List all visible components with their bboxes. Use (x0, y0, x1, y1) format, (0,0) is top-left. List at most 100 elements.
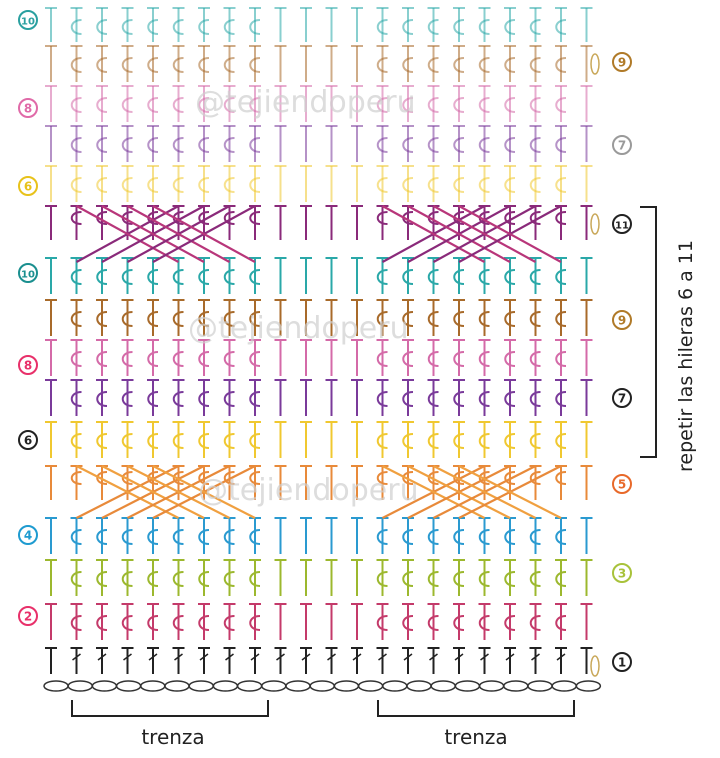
post-hook (121, 137, 133, 153)
turning-chain (590, 213, 600, 235)
row-label-ring (612, 388, 632, 408)
post-hook (427, 391, 439, 407)
post-hook (555, 433, 567, 449)
stitch-grid (45, 7, 600, 677)
post-hook (555, 529, 567, 545)
post-hook (121, 311, 133, 327)
watermark-2: @tejiendoperu (188, 311, 409, 346)
post-hook (96, 615, 108, 631)
post-hook (121, 351, 133, 367)
post-hook (96, 19, 108, 35)
post-hook (529, 529, 541, 545)
cable-bracket-right (377, 700, 575, 717)
cable-bracket-left (71, 700, 269, 717)
post-hook (172, 19, 184, 35)
post-hook (198, 571, 210, 587)
row-label: 6 (24, 180, 32, 194)
post-hook (402, 529, 414, 545)
post-hook (402, 57, 414, 73)
stitch-slash (301, 653, 311, 661)
cable-strand-back (407, 205, 511, 263)
post-hook (70, 311, 82, 327)
post-hook (453, 311, 465, 327)
cable-strand-back (76, 465, 179, 519)
post-hook (249, 529, 261, 545)
post-hook (147, 97, 159, 113)
post-hook (427, 311, 439, 327)
post-hook (478, 351, 490, 367)
post-hook (121, 177, 133, 193)
post-hook (555, 391, 567, 407)
post-hook (198, 529, 210, 545)
post-hook (249, 351, 261, 367)
row-label-ring (18, 430, 38, 450)
post-hook (70, 137, 82, 153)
post-hook (198, 211, 210, 225)
post-hook (402, 177, 414, 193)
post-hook (172, 97, 184, 113)
post-hook (96, 57, 108, 73)
chain-stitch (212, 680, 239, 692)
post-hook (453, 97, 465, 113)
post-hook (504, 177, 516, 193)
chain-stitch (575, 680, 602, 692)
post-hook (172, 615, 184, 631)
post-hook (427, 351, 439, 367)
stitch-slash (454, 653, 464, 661)
post-hook (249, 97, 261, 113)
post-hook (223, 57, 235, 73)
post-hook (70, 177, 82, 193)
post-hook (453, 391, 465, 407)
row-number-labels: 1 2 3 4 5 6 7 8 9 10 11 6 7 8 9 10 (18, 10, 632, 672)
cable-strand-back (382, 465, 485, 519)
post-hook (555, 19, 567, 35)
post-hook (70, 211, 82, 225)
post-hook (249, 571, 261, 587)
chain-stitch (382, 680, 408, 692)
post-hook (70, 529, 82, 545)
post-hook (427, 57, 439, 73)
post-hook (96, 351, 108, 367)
post-hook (70, 433, 82, 449)
post-hook (223, 615, 235, 631)
row-label: 6 (24, 434, 32, 448)
post-hook (529, 211, 541, 225)
stitch-slash (531, 653, 540, 661)
row-label: 9 (618, 314, 626, 328)
post-hook (172, 391, 184, 407)
post-hook (147, 351, 159, 367)
stitch-slash (72, 653, 81, 661)
cable-strand-back (75, 205, 180, 263)
cable-strand-back (152, 205, 256, 263)
post-hook (121, 433, 133, 449)
chain-stitch (357, 680, 384, 692)
post-hook (223, 529, 235, 545)
post-hook (555, 269, 567, 285)
post-hook (96, 137, 108, 153)
post-hook (478, 471, 490, 485)
post-hook (249, 433, 261, 449)
post-hook (478, 269, 490, 285)
post-hook (555, 97, 567, 113)
post-hook (96, 269, 108, 285)
post-hook (402, 19, 414, 35)
post-hook (453, 571, 465, 587)
post-hook (70, 57, 82, 73)
post-hook (249, 391, 261, 407)
post-hook (529, 177, 541, 193)
row-label: 7 (618, 139, 626, 153)
post-hook (453, 137, 465, 153)
row-label: 4 (24, 529, 32, 543)
chain-stitch (527, 680, 553, 692)
chain-stitch (333, 680, 360, 692)
row-label-ring (18, 10, 38, 30)
post-hook (376, 311, 388, 327)
cable-strand-back (126, 205, 231, 263)
stitch-slash (225, 653, 234, 661)
post-hook (70, 471, 82, 485)
stitch-slash (97, 653, 107, 661)
post-hook (70, 391, 82, 407)
chain-stitch (140, 680, 166, 692)
post-hook (453, 351, 465, 367)
post-hook (376, 351, 388, 367)
